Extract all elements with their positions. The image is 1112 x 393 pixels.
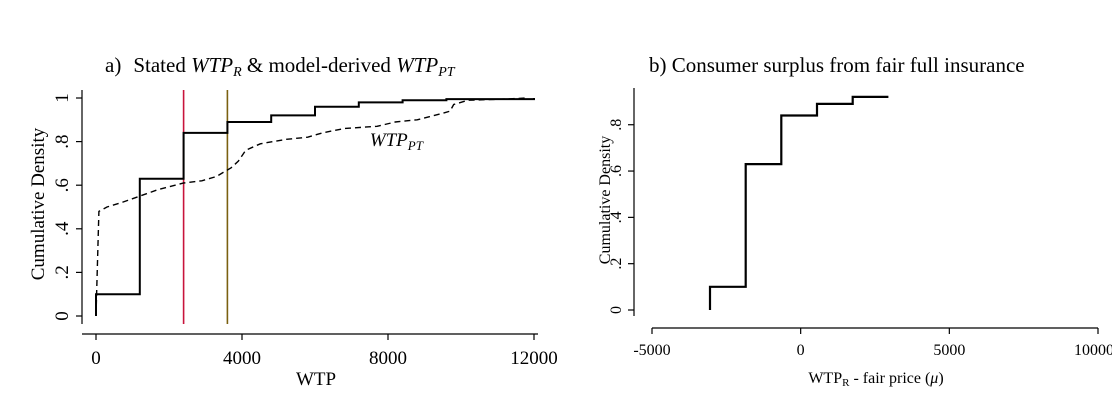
panel-a-x-tick-label: 0 bbox=[91, 348, 101, 369]
panel-b-y-tick-label: .6 bbox=[608, 165, 625, 177]
panel-a-y-tick-label: 0 bbox=[52, 311, 73, 321]
panel-a-y-tick-label: .2 bbox=[52, 265, 73, 279]
panel-a-series-wtp-pt-line bbox=[95, 97, 527, 317]
panel-a-series-label-sub: PT bbox=[407, 138, 424, 153]
panel-a-y-tick-label: .6 bbox=[52, 178, 73, 192]
panel-b-y-tick-label: 0 bbox=[608, 306, 625, 314]
panel-a-y-tick-label: .8 bbox=[52, 134, 73, 148]
panel-a-title-var2: WTP bbox=[396, 53, 438, 77]
panel-b-x-label-text2: - fair price ( bbox=[849, 370, 930, 387]
panel-a-series-wtp-r-line bbox=[95, 98, 535, 316]
panel-b-y-tick-label: .4 bbox=[608, 211, 625, 223]
panel-a-title-text1: Stated bbox=[133, 53, 191, 77]
panel-b-series bbox=[708, 95, 889, 310]
panel-b-x-label: WTPR - fair price (μ) bbox=[808, 370, 943, 389]
panel-b-x-tick-label: 0 bbox=[797, 342, 805, 359]
panel-a-reference-lines bbox=[182, 90, 229, 324]
panel-b-x-tick-label: -5000 bbox=[633, 342, 670, 359]
panel-b-x-ticks: -5000 0 5000 10000 bbox=[633, 328, 1112, 359]
panel-b-x-tick-label: 5000 bbox=[933, 342, 965, 359]
panel-a-title-text2: & model-derived bbox=[242, 53, 397, 77]
panel-b-x-label-mu: μ bbox=[929, 370, 938, 387]
panel-a-title: a) Stated WTPR & model-derived WTPPT bbox=[105, 53, 456, 80]
panel-b-y-ticks: 0 .2 .4 .6 .8 bbox=[608, 119, 634, 314]
panel-b-x-label-sub: R bbox=[842, 377, 850, 389]
panel-a-x-label: WTP bbox=[296, 369, 336, 390]
panel-a-y-label: Cumulative Density bbox=[28, 127, 49, 280]
panel-b-y-tick-label: .2 bbox=[608, 258, 625, 270]
panel-a-y-ticks: 0 .2 .4 .6 .8 1 bbox=[52, 93, 82, 321]
panel-a-series-label-wtp-pt: WTPPT bbox=[370, 130, 424, 153]
panel-b-series-line bbox=[708, 95, 889, 310]
panel-b-y-tick-label: .8 bbox=[608, 119, 625, 131]
panel-b-y-label: Cumulative Density bbox=[597, 136, 614, 264]
panel-a-y-tick-label: .4 bbox=[52, 221, 73, 236]
panel-b-title: b) Consumer surplus from fair full insur… bbox=[649, 53, 1025, 77]
panel-a-chart: a) Stated WTPR & model-derived WTPPT 0.2.… bbox=[28, 53, 558, 390]
panel-a-x-tick-label: 12000 bbox=[510, 348, 558, 369]
panel-a-series-label-var: WTP bbox=[370, 130, 408, 151]
panel-b-x-label-text3: ) bbox=[938, 370, 943, 387]
panel-a-x-tick-label: 8000 bbox=[369, 348, 407, 369]
panel-a-x-tick-label: 4000 bbox=[223, 348, 261, 369]
panel-a-y-tick-label: 1 bbox=[52, 93, 73, 103]
panel-a-title-prefix: a) bbox=[105, 53, 121, 77]
panel-a-title-sub2: PT bbox=[437, 65, 456, 80]
panel-a-title-sub1: R bbox=[232, 65, 242, 80]
panel-a-title-var1: WTP bbox=[191, 53, 233, 77]
panel-b-chart: b) Consumer surplus from fair full insur… bbox=[597, 53, 1112, 389]
panel-b-x-tick-label: 10000 bbox=[1074, 342, 1112, 359]
panel-a-x-ticks: 0 4000 8000 12000 bbox=[91, 334, 558, 369]
panel-a-series bbox=[95, 97, 535, 317]
panel-b-x-label-text1: WTP bbox=[808, 370, 842, 387]
